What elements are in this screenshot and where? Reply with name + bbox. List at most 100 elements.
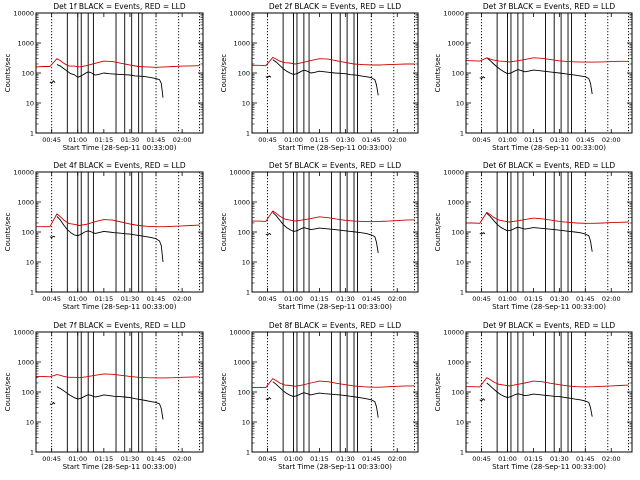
x-tick-label: 01:30	[550, 455, 569, 463]
chart-panel-8: Det 8f BLACK = Events, RED = LLD Start Ti…	[220, 321, 419, 471]
y-tick-label: 1000	[447, 39, 464, 47]
y-tick-label: 100	[22, 69, 34, 77]
y-tick-label: 1000	[447, 358, 464, 366]
events-rate-line	[49, 235, 56, 239]
lld-rate-line	[252, 56, 415, 67]
events-rate-line	[479, 232, 486, 235]
y-tick-label: 10000	[443, 168, 464, 176]
y-tick-label: 10000	[13, 168, 34, 176]
y-tick-label: 10	[242, 418, 250, 426]
events-rate-line	[49, 401, 56, 406]
events-rate-line	[56, 386, 164, 420]
y-tick-label: 1	[30, 448, 34, 456]
y-axis-label: Counts/sec	[434, 54, 442, 93]
chart-panel-9: Det 9f BLACK = Events, RED = LLD Start Ti…	[434, 321, 633, 471]
y-tick-label: 10000	[229, 168, 250, 176]
chart-title: Det 9f BLACK = Events, RED = LLD	[483, 321, 616, 330]
y-tick-label: 1000	[233, 39, 250, 47]
events-rate-line	[56, 216, 164, 263]
y-tick-label: 1	[246, 448, 250, 456]
y-tick-label: 1000	[233, 358, 250, 366]
x-tick-label: 00:45	[258, 455, 277, 463]
plot-frame	[251, 331, 419, 453]
events-rate-line	[272, 381, 379, 418]
events-rate-line	[486, 212, 593, 252]
plot-frame	[251, 12, 419, 134]
x-tick-label: 01:15	[524, 295, 543, 303]
plot-frame	[465, 331, 633, 453]
y-tick-label: 10	[242, 99, 250, 107]
x-tick-label: 02:00	[602, 136, 621, 144]
x-axis-label: Start Time (28-Sep-11 00:33:00)	[63, 303, 177, 311]
x-tick-label: 01:30	[121, 455, 140, 463]
chart-title: Det 6f BLACK = Events, RED = LLD	[483, 161, 616, 170]
x-axis-label: Start Time (28-Sep-11 00:33:00)	[278, 303, 392, 311]
lld-rate-line	[465, 57, 629, 63]
y-tick-label: 100	[452, 388, 464, 396]
x-tick-label: 00:45	[472, 136, 491, 144]
x-tick-label: 01:30	[336, 136, 355, 144]
x-tick-label: 01:00	[284, 136, 303, 144]
chart-title: Det 3f BLACK = Events, RED = LLD	[483, 2, 616, 11]
y-axis-label: Counts/sec	[220, 373, 228, 412]
x-tick-label: 01:00	[284, 295, 303, 303]
chart-title: Det 7f BLACK = Events, RED = LLD	[53, 321, 186, 330]
events-rate-line	[486, 382, 593, 417]
x-tick-label: 01:45	[576, 295, 595, 303]
x-tick-label: 01:15	[310, 136, 329, 144]
x-tick-label: 01:00	[498, 295, 517, 303]
y-tick-label: 100	[238, 69, 250, 77]
y-tick-label: 1	[460, 448, 464, 456]
x-tick-label: 01:00	[498, 455, 517, 463]
y-tick-label: 10000	[443, 328, 464, 336]
x-tick-label: 01:30	[336, 295, 355, 303]
lld-rate-line	[466, 377, 629, 388]
x-tick-label: 01:15	[94, 136, 113, 144]
y-tick-label: 10	[456, 418, 464, 426]
x-tick-label: 01:15	[524, 455, 543, 463]
events-rate-line	[265, 75, 272, 79]
y-axis-label: Counts/sec	[434, 213, 442, 252]
x-tick-label: 01:30	[121, 136, 140, 144]
y-tick-label: 100	[22, 228, 34, 236]
y-tick-label: 1000	[17, 39, 34, 47]
x-tick-label: 01:15	[524, 136, 543, 144]
x-tick-label: 01:30	[121, 295, 140, 303]
chart-title: Det 5f BLACK = Events, RED = LLD	[269, 161, 402, 170]
events-rate-line	[272, 212, 379, 254]
y-tick-label: 100	[22, 388, 34, 396]
y-tick-label: 10	[26, 258, 34, 266]
plot-frame	[35, 12, 204, 134]
y-tick-label: 10	[242, 258, 250, 266]
y-axis-label: Counts/sec	[220, 213, 228, 252]
plot-frame	[465, 171, 633, 293]
y-tick-label: 100	[238, 388, 250, 396]
plot-frame	[35, 331, 204, 453]
lld-rate-line	[36, 373, 200, 379]
chart-title: Det 2f BLACK = Events, RED = LLD	[269, 2, 402, 11]
events-rate-line	[479, 76, 486, 80]
x-tick-label: 02:00	[602, 295, 621, 303]
y-tick-label: 10000	[13, 328, 34, 336]
x-tick-label: 01:45	[362, 295, 381, 303]
x-tick-label: 02:00	[173, 295, 192, 303]
x-axis-label: Start Time (28-Sep-11 00:33:00)	[278, 144, 392, 152]
events-rate-line	[479, 398, 486, 402]
chart-title: Det 8f BLACK = Events, RED = LLD	[269, 321, 402, 330]
x-tick-label: 01:45	[147, 295, 166, 303]
events-rate-line	[56, 64, 164, 98]
x-tick-label: 01:45	[147, 136, 166, 144]
y-tick-label: 1	[246, 129, 250, 137]
x-tick-label: 01:30	[550, 295, 569, 303]
x-tick-label: 01:45	[362, 136, 381, 144]
y-tick-label: 1	[460, 288, 464, 296]
x-axis-label: Start Time (28-Sep-11 00:33:00)	[492, 463, 606, 471]
lld-rate-line	[35, 58, 200, 68]
x-tick-label: 01:00	[284, 455, 303, 463]
x-tick-label: 01:15	[94, 455, 113, 463]
x-tick-label: 02:00	[388, 455, 407, 463]
x-tick-label: 01:15	[310, 455, 329, 463]
x-tick-label: 01:00	[68, 295, 87, 303]
chart-panel-1: Det 1f BLACK = Events, RED = LLD Start Ti…	[4, 2, 204, 152]
